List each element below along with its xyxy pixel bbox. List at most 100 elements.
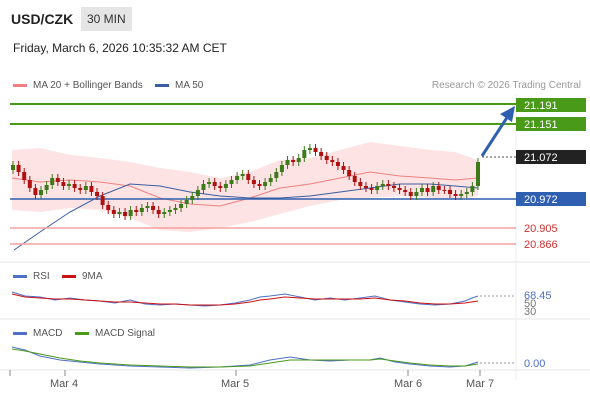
macd-line bbox=[11, 346, 479, 369]
candle-body bbox=[459, 194, 464, 196]
candle-body bbox=[156, 210, 161, 214]
candle-body bbox=[44, 185, 49, 190]
candle-body bbox=[397, 188, 402, 190]
candle-body bbox=[380, 184, 385, 186]
candle-body bbox=[190, 196, 195, 200]
candle-body bbox=[106, 205, 111, 210]
candle-body bbox=[151, 206, 156, 210]
candle-body bbox=[223, 184, 228, 188]
candle-body bbox=[167, 210, 172, 212]
candle-body bbox=[363, 186, 368, 188]
candle-body bbox=[184, 200, 189, 204]
ma50-line bbox=[13, 183, 479, 251]
macd-signal-line bbox=[11, 348, 479, 368]
x-label-mar5: Mar 5 bbox=[221, 378, 249, 390]
candle-body bbox=[111, 210, 116, 214]
candle-body bbox=[302, 150, 307, 158]
macd-signal-swatch bbox=[75, 332, 89, 335]
resistance-2-value: 21.191 bbox=[524, 100, 558, 112]
candle-body bbox=[123, 212, 128, 216]
candle-body bbox=[67, 184, 72, 186]
candle-body bbox=[61, 182, 66, 186]
macd-swatch bbox=[13, 332, 27, 335]
candle-body bbox=[447, 190, 452, 194]
candle-body bbox=[330, 160, 335, 162]
candle-body bbox=[274, 172, 279, 178]
resistance-1-value: 21.151 bbox=[524, 119, 558, 131]
candle-body bbox=[173, 208, 178, 210]
candle-body bbox=[419, 188, 424, 192]
candle-body bbox=[307, 148, 312, 150]
candle-body bbox=[391, 186, 396, 188]
legend-ma50: MA 50 bbox=[155, 80, 203, 91]
rsi-value: 68.45 bbox=[524, 290, 552, 302]
candle-body bbox=[313, 148, 318, 152]
candle-body bbox=[78, 188, 83, 190]
candle-body bbox=[95, 192, 100, 196]
candle-body bbox=[263, 182, 268, 186]
candle-body bbox=[162, 212, 167, 214]
candle-body bbox=[335, 162, 340, 166]
candle-body bbox=[55, 178, 60, 182]
candle-body bbox=[218, 186, 223, 188]
candle-body bbox=[257, 184, 262, 186]
candle-body bbox=[408, 192, 413, 196]
candle-body bbox=[268, 178, 273, 182]
resistance-1-tag bbox=[516, 117, 586, 131]
candle-body bbox=[83, 186, 88, 190]
candle-body bbox=[100, 196, 105, 205]
x-label-mar4: Mar 4 bbox=[50, 378, 78, 390]
candle-body bbox=[179, 204, 184, 208]
ma20-swatch bbox=[13, 84, 27, 87]
pivot-tag bbox=[516, 192, 586, 206]
candle-body bbox=[117, 212, 122, 214]
candle-body bbox=[212, 182, 217, 186]
candle-body bbox=[16, 165, 21, 172]
candle-body bbox=[358, 182, 363, 186]
candle-body bbox=[347, 170, 352, 176]
candle-body bbox=[240, 174, 245, 176]
legend-macd-signal: MACD Signal bbox=[75, 328, 155, 339]
legend-9ma: 9MA bbox=[62, 271, 103, 282]
resistance-2-tag bbox=[516, 98, 586, 112]
legend-rsi: RSI bbox=[13, 271, 50, 282]
ma20-label: MA 20 + Bollinger Bands bbox=[33, 80, 143, 91]
candle-body bbox=[369, 188, 374, 190]
macd-value: 0.00 bbox=[524, 358, 545, 370]
candle-body bbox=[291, 160, 296, 162]
candle-body bbox=[324, 156, 329, 160]
candle-body bbox=[246, 174, 251, 180]
ma9-swatch bbox=[62, 275, 76, 278]
candle-body bbox=[431, 186, 436, 192]
rsi-ma-line bbox=[11, 293, 479, 306]
candle-body bbox=[279, 165, 284, 172]
candle-body bbox=[195, 190, 200, 196]
candle-body bbox=[285, 160, 290, 165]
legend-macd: MACD bbox=[13, 328, 62, 339]
candle-body bbox=[352, 176, 357, 182]
candle-body bbox=[436, 186, 441, 190]
candle-body bbox=[442, 190, 447, 191]
candle-body bbox=[414, 192, 419, 196]
candle-body bbox=[72, 184, 77, 188]
x-label-mar7: Mar 7 bbox=[466, 378, 494, 390]
pivot-value: 20.972 bbox=[524, 194, 558, 206]
candle-body bbox=[425, 188, 430, 192]
support-2-value: 20.866 bbox=[524, 239, 558, 251]
candle-body bbox=[207, 182, 212, 184]
candle-body bbox=[134, 210, 139, 212]
copyright-text: Research © 2026 Trading Central bbox=[431, 80, 581, 91]
rsi-line bbox=[11, 291, 479, 307]
ma9-label: 9MA bbox=[82, 271, 103, 282]
interval-badge[interactable]: 30 MIN bbox=[81, 7, 132, 31]
candle-body bbox=[476, 162, 480, 186]
symbol-title: USD/CZK bbox=[11, 11, 74, 27]
candle-body bbox=[139, 208, 144, 212]
macd-label: MACD bbox=[33, 328, 63, 339]
candle-body bbox=[27, 180, 32, 188]
candle-body bbox=[319, 152, 324, 156]
candle-body bbox=[375, 186, 380, 190]
candle-body bbox=[128, 210, 133, 216]
candle-body bbox=[403, 190, 408, 192]
